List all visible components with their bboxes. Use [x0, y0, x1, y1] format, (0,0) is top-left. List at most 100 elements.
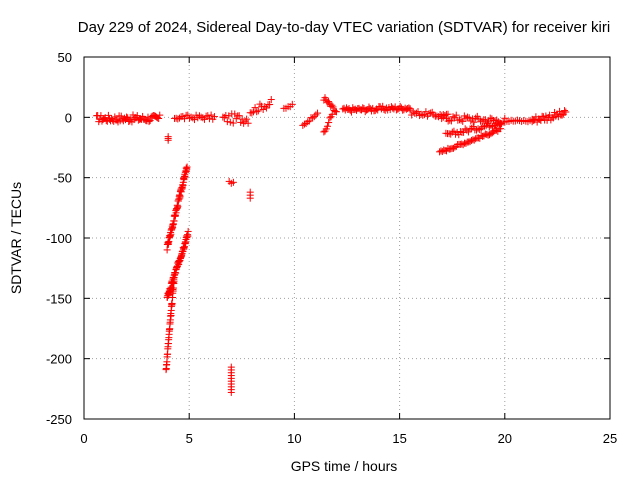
data-point	[104, 111, 112, 119]
data-point	[133, 112, 141, 120]
data-point	[561, 107, 569, 115]
data-point	[493, 116, 501, 124]
data-point	[312, 111, 320, 119]
data-point	[227, 388, 235, 396]
data-point	[183, 163, 191, 171]
data-point	[205, 115, 213, 123]
data-point	[254, 107, 262, 115]
data-point	[123, 113, 131, 121]
data-point	[323, 122, 331, 130]
data-point	[465, 114, 473, 122]
y-tick-label: -250	[46, 412, 72, 427]
data-point	[223, 118, 231, 126]
data-point	[175, 114, 183, 122]
data-point	[229, 178, 237, 186]
data-point	[469, 123, 477, 131]
x-tick-label: 25	[603, 431, 617, 446]
data-point	[251, 104, 259, 112]
y-tick-label: -100	[46, 231, 72, 246]
data-point	[200, 115, 208, 123]
data-point	[259, 105, 267, 113]
data-point	[450, 127, 458, 135]
data-point	[472, 114, 480, 122]
data-point	[262, 104, 270, 112]
data-point	[266, 100, 274, 108]
data-point	[314, 109, 322, 117]
data-point	[419, 111, 427, 119]
data-point	[328, 101, 336, 109]
data-point	[244, 119, 252, 127]
data-point	[190, 116, 198, 124]
x-tick-label: 5	[186, 431, 193, 446]
data-point	[447, 117, 455, 125]
data-point	[427, 109, 435, 117]
data-point	[464, 113, 472, 121]
data-point	[329, 103, 337, 111]
chart-title: Day 229 of 2024, Sidereal Day-to-day VTE…	[78, 19, 610, 36]
data-point	[396, 102, 404, 110]
data-point	[562, 108, 570, 116]
data-point	[446, 116, 454, 124]
data-point	[468, 115, 476, 123]
y-axis-label: SDTVAR / TECUs	[8, 182, 24, 294]
data-point	[229, 119, 237, 127]
data-points	[93, 94, 570, 396]
data-point	[231, 110, 239, 118]
data-point	[365, 103, 373, 111]
data-point	[495, 121, 503, 129]
y-tick-label: -200	[46, 352, 72, 367]
data-point	[470, 118, 478, 126]
data-point	[548, 113, 556, 121]
data-point	[170, 269, 178, 277]
data-point	[556, 107, 564, 115]
data-point	[267, 96, 275, 104]
data-point	[449, 113, 457, 121]
x-tick-label: 15	[392, 431, 406, 446]
data-point	[328, 110, 336, 118]
data-point	[456, 128, 464, 136]
y-tick-label: 0	[65, 110, 72, 125]
x-tick-label: 20	[498, 431, 512, 446]
data-point	[210, 113, 218, 121]
data-point	[237, 118, 245, 126]
data-point	[248, 109, 256, 117]
data-point	[493, 120, 501, 128]
data-point	[155, 115, 163, 123]
data-point	[359, 104, 367, 112]
data-point	[156, 111, 164, 119]
data-point	[537, 117, 545, 125]
data-point	[497, 119, 505, 127]
data-point	[235, 112, 243, 120]
y-tick-label: 50	[58, 50, 72, 65]
data-point	[232, 115, 240, 123]
x-axis-label: GPS time / hours	[291, 458, 398, 474]
data-point	[199, 114, 207, 122]
data-point	[326, 114, 334, 122]
data-point	[299, 121, 307, 129]
data-point	[408, 111, 416, 119]
x-tick-label: 10	[287, 431, 301, 446]
data-point	[463, 126, 471, 134]
data-point	[406, 106, 414, 114]
data-point	[226, 118, 234, 126]
data-point	[97, 112, 105, 120]
data-point	[309, 114, 317, 122]
data-point	[379, 102, 387, 110]
data-point	[253, 108, 261, 116]
x-tick-label: 0	[80, 431, 87, 446]
data-point	[481, 116, 489, 124]
data-point	[246, 194, 254, 202]
data-point	[204, 112, 212, 120]
data-point	[558, 111, 566, 119]
data-point	[489, 122, 497, 130]
data-point	[422, 108, 430, 116]
data-point	[288, 100, 296, 108]
data-point	[310, 113, 318, 121]
data-point	[184, 227, 192, 235]
y-tick-label: -50	[53, 171, 72, 186]
data-point	[305, 117, 313, 125]
data-point	[243, 115, 251, 123]
data-point	[478, 117, 486, 125]
axis-ticks: 0 5 10 15 20 25 -250 -200 -150 -100 -50 0 50	[46, 50, 617, 446]
